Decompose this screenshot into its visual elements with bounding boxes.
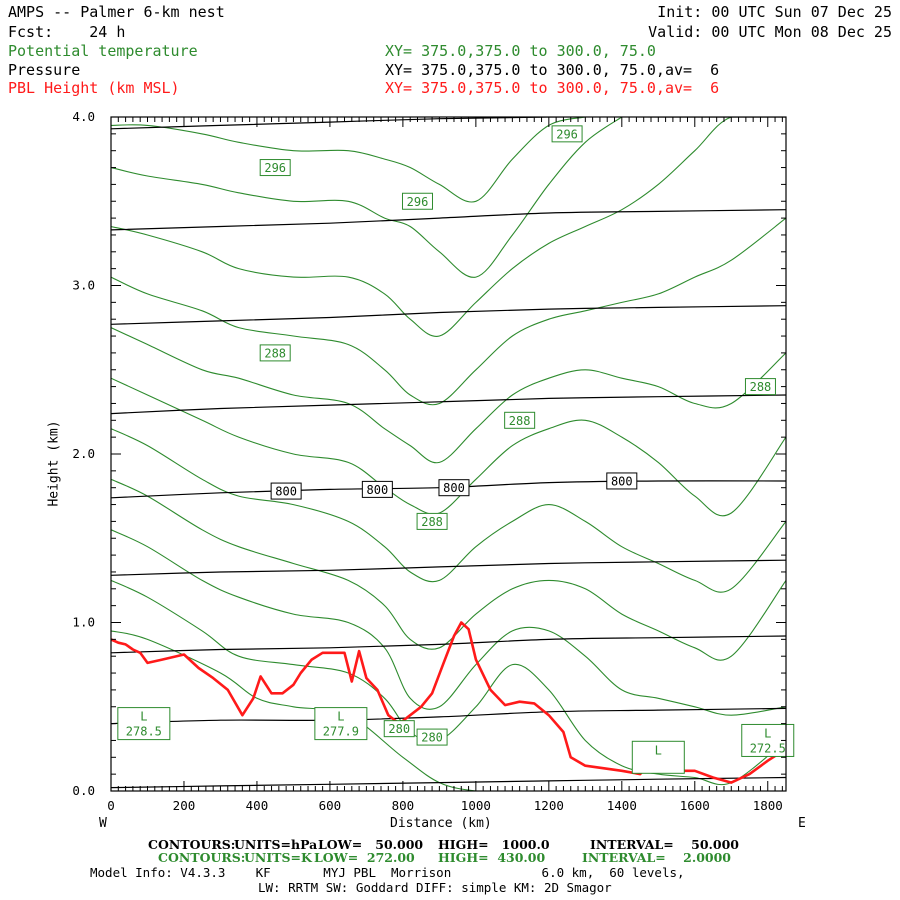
chart-title: AMPS -- Palmer 6-km nest bbox=[8, 3, 225, 21]
theta-contour-284 bbox=[111, 478, 786, 661]
x-axis-title: Distance (km) bbox=[390, 816, 492, 831]
theta-label-0: 296 bbox=[259, 159, 291, 177]
x-left-end-label: W bbox=[99, 816, 107, 831]
pressure-contour-700 bbox=[111, 305, 786, 325]
theta-label-1-text: 296 bbox=[407, 195, 429, 209]
y-tick-label: 1.0 bbox=[72, 615, 95, 630]
theta-contour-290 bbox=[111, 327, 786, 464]
forecast-hour: Fcst: 24 h bbox=[8, 23, 126, 41]
footer-model-info-2: LW: RRTM SW: Goddard DIFF: simple KM: 2D… bbox=[258, 880, 612, 895]
theta-label-0-text: 296 bbox=[264, 161, 286, 175]
theta-label-2-text: 296 bbox=[556, 127, 578, 141]
x-tick-label: 1400 bbox=[607, 798, 637, 813]
low-value: 278.5 bbox=[126, 725, 162, 739]
theta-contour-294 bbox=[111, 117, 786, 337]
footer-model-info: Model Info: V4.3.3 KF MYJ PBL Morrison 6… bbox=[90, 865, 685, 880]
theta-label-6-text: 288 bbox=[750, 380, 772, 394]
low-symbol: L bbox=[764, 726, 771, 740]
low-center-2: L bbox=[631, 740, 685, 774]
theta-label-3-text: 288 bbox=[264, 346, 286, 360]
pressure-contour-850 bbox=[111, 559, 786, 576]
low-symbol: L bbox=[140, 710, 147, 724]
x-tick-label: 1800 bbox=[753, 798, 783, 813]
pressure-label-3: 800 bbox=[606, 472, 638, 490]
legend-theta-label: Potential temperature bbox=[8, 42, 198, 60]
x-tick-label: 200 bbox=[173, 798, 196, 813]
theta-label-8: 280 bbox=[416, 728, 448, 746]
pressure-label-0-text: 800 bbox=[275, 485, 297, 499]
footer-t-interval: INTERVAL= 2.0000 bbox=[582, 850, 731, 865]
theta-label-7: 280 bbox=[383, 720, 415, 738]
y-tick-label: 3.0 bbox=[72, 278, 95, 293]
theta-contour-286 bbox=[111, 428, 786, 593]
pbl-height-line bbox=[111, 621, 786, 784]
theta-contour-280 bbox=[111, 579, 786, 786]
theta-label-3: 288 bbox=[259, 344, 291, 362]
pressure-label-1-text: 800 bbox=[367, 483, 389, 497]
footer-t-low: LOW= 272.00 bbox=[314, 850, 415, 865]
pressure-label-0: 800 bbox=[270, 482, 302, 500]
theta-label-4-text: 288 bbox=[509, 414, 531, 428]
legend-pbl-xy: XY= 375.0,375.0 to 300.0, 75.0,av= 6 bbox=[385, 79, 720, 97]
pressure-label-1: 800 bbox=[361, 480, 393, 498]
pressure-label-2: 800 bbox=[438, 479, 470, 497]
footer-p-low: LOW= 50.000 bbox=[318, 837, 424, 852]
pressure-contour-900 bbox=[111, 635, 786, 654]
x-tick-label: 1600 bbox=[680, 798, 710, 813]
theta-label-6: 288 bbox=[744, 378, 776, 396]
x-tick-label: 600 bbox=[319, 798, 342, 813]
low-value: 277.9 bbox=[323, 725, 359, 739]
y-axis-title: Height (km) bbox=[46, 420, 62, 507]
pressure-contour-650 bbox=[111, 209, 786, 231]
y-tick-label: 4.0 bbox=[72, 109, 95, 124]
theta-label-4: 288 bbox=[504, 411, 536, 429]
footer-p-interval: INTERVAL= 50.000 bbox=[590, 837, 739, 852]
x-tick-label: 1200 bbox=[534, 798, 564, 813]
theta-label-5-text: 288 bbox=[421, 515, 443, 529]
pressure-contour-950 bbox=[111, 707, 786, 725]
x-tick-label: 1000 bbox=[461, 798, 491, 813]
theta-contour-292 bbox=[111, 217, 786, 406]
pressure-contour-1000 bbox=[111, 776, 786, 789]
footer-t-head: CONTOURS: bbox=[158, 850, 246, 865]
x-tick-label: 0 bbox=[107, 798, 115, 813]
theta-label-5: 288 bbox=[416, 512, 448, 530]
legend-theta-xy: XY= 375.0,375.0 to 300.0, 75.0 bbox=[385, 42, 656, 60]
x-tick-label: 800 bbox=[392, 798, 415, 813]
legend-pbl-label: PBL Height (km MSL) bbox=[8, 79, 180, 97]
x-right-end-label: E bbox=[798, 816, 806, 831]
theta-label-2: 296 bbox=[551, 125, 583, 143]
theta-contour-282 bbox=[111, 529, 786, 716]
theta-contour-296 bbox=[111, 117, 623, 278]
pressure-contour-750 bbox=[111, 394, 786, 415]
low-symbol: L bbox=[337, 710, 344, 724]
footer-p-head: CONTOURS: bbox=[148, 837, 236, 852]
footer-p-units: UNITS=hPa bbox=[234, 837, 318, 852]
pressure-contour-600 bbox=[111, 117, 786, 130]
footer-t-units: UNITS=K bbox=[244, 850, 312, 865]
y-tick-label: 2.0 bbox=[72, 446, 95, 461]
low-value: 272.5 bbox=[750, 741, 786, 755]
legend-pressure-xy: XY= 375.0,375.0 to 300.0, 75.0,av= 6 bbox=[385, 61, 720, 79]
theta-label-8-text: 280 bbox=[421, 731, 443, 745]
footer-p-high: HIGH= 1000.0 bbox=[438, 837, 550, 852]
theta-label-7-text: 280 bbox=[388, 722, 410, 736]
theta-contour-298 bbox=[111, 117, 586, 203]
init-time: Init: 00 UTC Sun 07 Dec 25 bbox=[657, 3, 892, 21]
valid-time: Valid: 00 UTC Mon 08 Dec 25 bbox=[648, 23, 892, 41]
footer-t-high: HIGH= 430.00 bbox=[438, 850, 546, 865]
x-tick-label: 400 bbox=[246, 798, 269, 813]
pressure-label-2-text: 800 bbox=[443, 481, 465, 495]
legend-pressure-label: Pressure bbox=[8, 61, 81, 79]
low-symbol: L bbox=[655, 743, 662, 757]
pressure-label-3-text: 800 bbox=[611, 474, 633, 488]
theta-label-1: 296 bbox=[401, 192, 433, 210]
y-tick-label: 0.0 bbox=[72, 783, 95, 798]
